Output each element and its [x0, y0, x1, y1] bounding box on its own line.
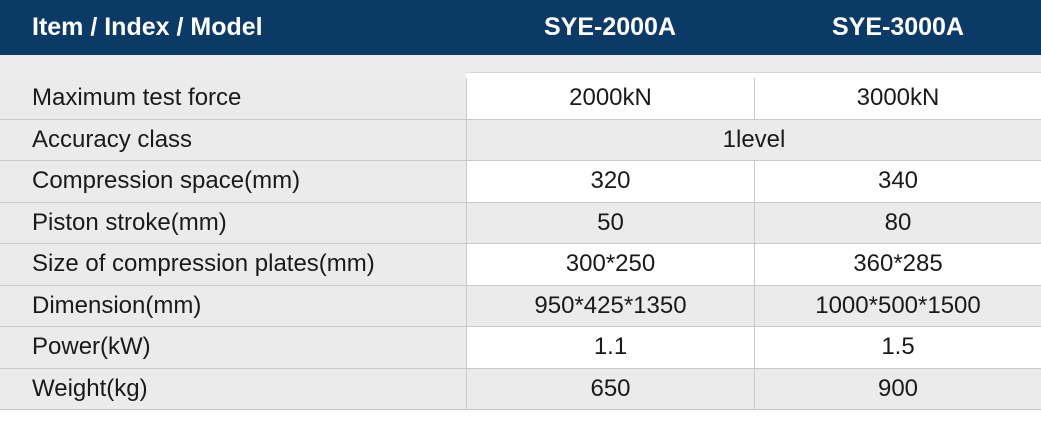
- row-label: Power(kW): [0, 327, 466, 368]
- row-label: Accuracy class: [0, 119, 466, 160]
- row-value-a: 300*250: [466, 244, 754, 285]
- table-row: Dimension(mm) 950*425*1350 1000*500*1500: [0, 285, 1041, 327]
- header-item-label: Item / Index / Model: [32, 13, 263, 41]
- row-value-a: 950*425*1350: [466, 285, 754, 326]
- row-label: Size of compression plates(mm): [0, 244, 466, 285]
- row-value-b: 1.5: [754, 327, 1041, 368]
- row-value-b: 900: [754, 368, 1041, 409]
- header-spacer-values: [466, 72, 1041, 79]
- row-value-a: 2000kN: [466, 78, 754, 119]
- row-label: Weight(kg): [0, 368, 466, 409]
- row-value-a: 320: [466, 161, 754, 202]
- row-value-a: 650: [466, 368, 754, 409]
- row-label: Dimension(mm): [0, 285, 466, 326]
- table-row: Accuracy class 1level: [0, 119, 1041, 161]
- table-row: Piston stroke(mm) 50 80: [0, 202, 1041, 244]
- table-header: Item / Index / Model SYE-2000A SYE-3000A: [0, 0, 1041, 55]
- row-value-span: 1level: [466, 119, 1041, 160]
- row-value-b: 1000*500*1500: [754, 285, 1041, 326]
- table-row: Weight(kg) 650 900: [0, 368, 1041, 410]
- row-value-a: 50: [466, 202, 754, 243]
- row-label: Piston stroke(mm): [0, 202, 466, 243]
- header-model-b: SYE-3000A: [831, 13, 965, 41]
- row-value-b: 80: [754, 202, 1041, 243]
- table-row: Power(kW) 1.1 1.5: [0, 327, 1041, 369]
- row-value-b: 340: [754, 161, 1041, 202]
- table-row: Size of compression plates(mm) 300*250 3…: [0, 244, 1041, 286]
- header-model-a: SYE-2000A: [543, 13, 677, 41]
- row-value-b: 360*285: [754, 244, 1041, 285]
- row-value-a: 1.1: [466, 327, 754, 368]
- row-label: Compression space(mm): [0, 161, 466, 202]
- table-row: Compression space(mm) 320 340: [0, 161, 1041, 203]
- table-row: Maximum test force 2000kN 3000kN: [0, 78, 1041, 120]
- spec-table: Maximum test force 2000kN 3000kN Accurac…: [0, 78, 1041, 410]
- row-value-b: 3000kN: [754, 78, 1041, 119]
- row-label: Maximum test force: [0, 78, 466, 119]
